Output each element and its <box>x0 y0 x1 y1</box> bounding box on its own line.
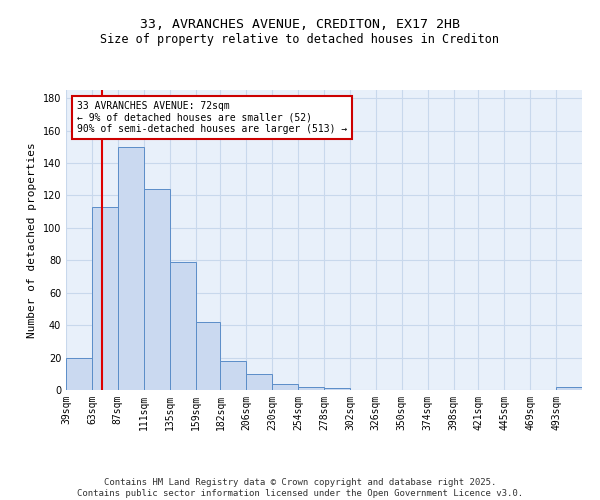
Y-axis label: Number of detached properties: Number of detached properties <box>27 142 37 338</box>
Bar <box>144 189 170 390</box>
Bar <box>92 207 118 390</box>
Bar <box>272 384 298 390</box>
Bar <box>220 361 246 390</box>
Bar <box>170 262 196 390</box>
Bar <box>246 374 272 390</box>
Bar <box>196 322 220 390</box>
Bar <box>556 387 582 390</box>
Bar <box>298 387 324 390</box>
Text: 33 AVRANCHES AVENUE: 72sqm
← 9% of detached houses are smaller (52)
90% of semi-: 33 AVRANCHES AVENUE: 72sqm ← 9% of detac… <box>77 101 347 134</box>
Bar <box>118 147 144 390</box>
Text: Size of property relative to detached houses in Crediton: Size of property relative to detached ho… <box>101 32 499 46</box>
Bar <box>324 388 350 390</box>
Text: 33, AVRANCHES AVENUE, CREDITON, EX17 2HB: 33, AVRANCHES AVENUE, CREDITON, EX17 2HB <box>140 18 460 30</box>
Text: Contains HM Land Registry data © Crown copyright and database right 2025.
Contai: Contains HM Land Registry data © Crown c… <box>77 478 523 498</box>
Bar <box>66 358 92 390</box>
